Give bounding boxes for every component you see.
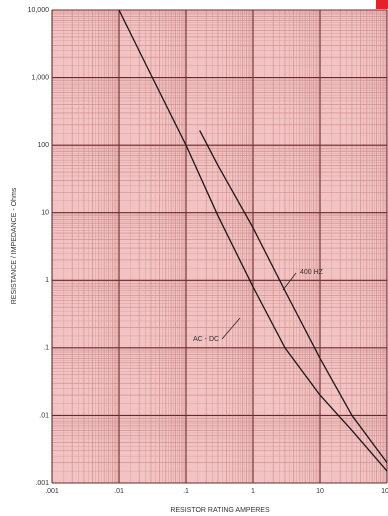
- y-tick-label: 10,000: [28, 7, 50, 14]
- y-axis-label: RESISTANCE / IMPEDANCE - Ohms: [11, 187, 18, 304]
- annotation: 400 HZ: [300, 269, 324, 276]
- series-line: [199, 130, 388, 464]
- leader-line: [221, 317, 241, 340]
- series-line: [118, 9, 388, 472]
- y-tick-label: 1,000: [31, 74, 49, 81]
- y-tick-label: 100: [37, 142, 49, 149]
- annotation: AC - DC: [193, 336, 219, 343]
- leader-line: [282, 272, 297, 291]
- x-tick-label: .01: [114, 488, 124, 495]
- y-tick-label: .1: [43, 345, 49, 352]
- y-tick-label: .01: [39, 412, 49, 419]
- y-tick-label: .001: [35, 480, 49, 487]
- grid: [51, 9, 388, 484]
- x-tick-label: 1: [251, 488, 255, 495]
- corner-marker: [376, 0, 388, 9]
- x-tick-label: 10: [316, 488, 324, 495]
- plot-background: [52, 10, 387, 483]
- y-tick-label: 1: [45, 277, 49, 284]
- x-axis-label: RESISTOR RATING AMPERES: [170, 507, 270, 514]
- y-tick-label: 10: [41, 210, 49, 217]
- x-tick-label: .001: [45, 488, 59, 495]
- x-tick-label: 100: [381, 488, 388, 495]
- x-tick-label: .1: [183, 488, 189, 495]
